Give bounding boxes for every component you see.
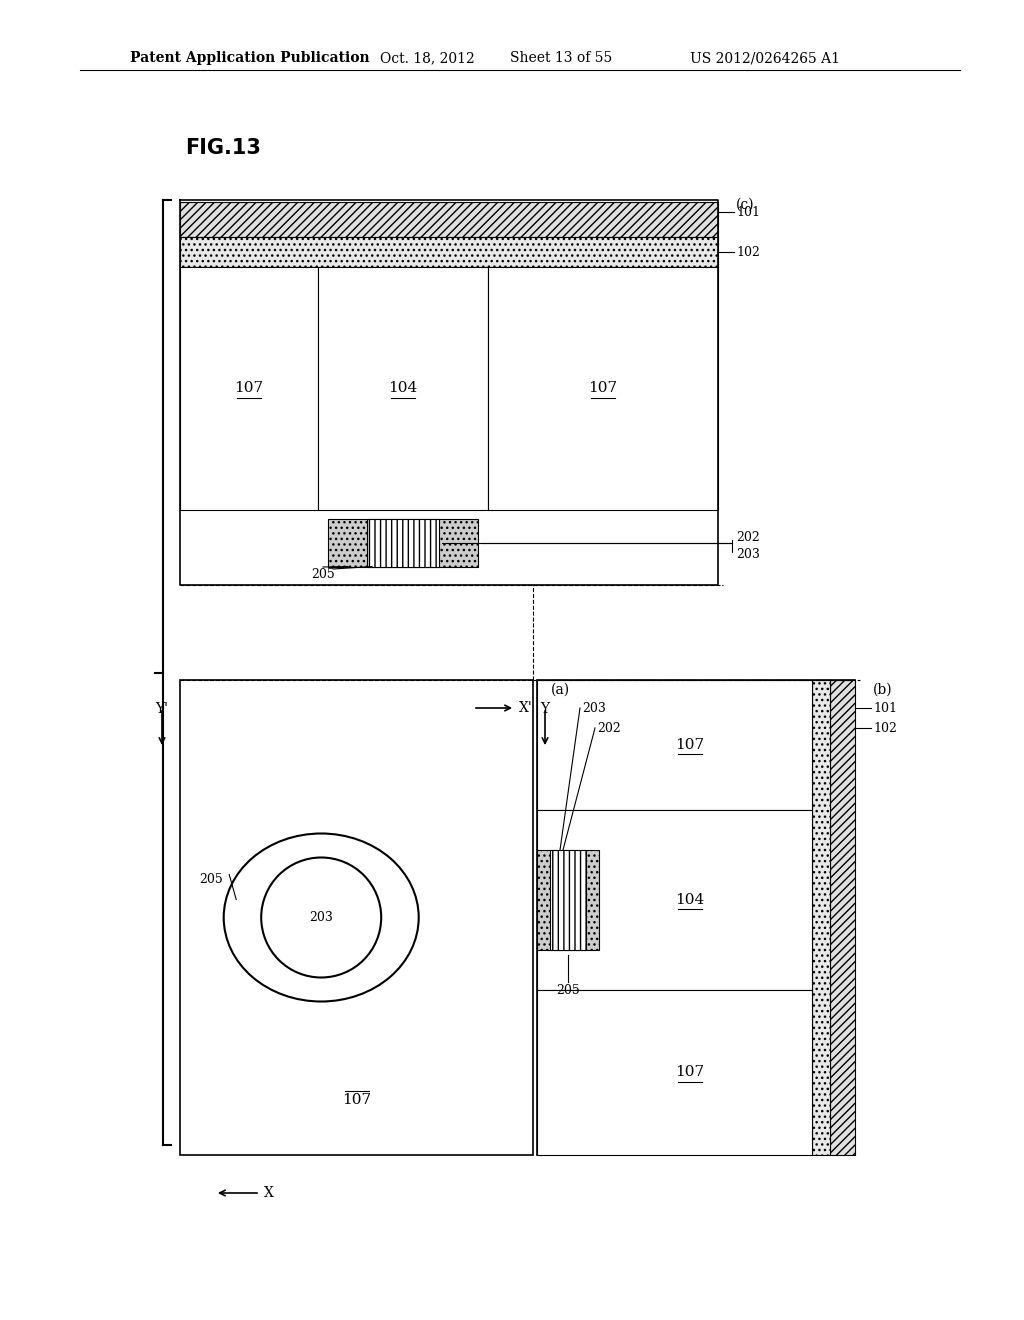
Text: X: X bbox=[264, 1185, 273, 1200]
Ellipse shape bbox=[223, 833, 419, 1002]
Bar bbox=[180, 680, 534, 1155]
Text: X': X' bbox=[519, 701, 532, 715]
Text: (c): (c) bbox=[736, 198, 755, 213]
Text: Oct. 18, 2012: Oct. 18, 2012 bbox=[380, 51, 475, 65]
Text: 102: 102 bbox=[736, 246, 760, 259]
Bar bbox=[180, 267, 318, 510]
Bar bbox=[537, 990, 812, 1155]
Bar bbox=[537, 810, 812, 990]
Bar bbox=[180, 202, 718, 238]
Bar bbox=[180, 238, 718, 267]
Text: 205: 205 bbox=[556, 983, 580, 997]
Bar bbox=[367, 519, 439, 566]
Text: 203: 203 bbox=[582, 701, 606, 714]
Text: 104: 104 bbox=[388, 381, 418, 396]
Bar bbox=[318, 267, 488, 510]
Text: Sheet 13 of 55: Sheet 13 of 55 bbox=[510, 51, 612, 65]
Bar bbox=[812, 680, 830, 1155]
Text: Y: Y bbox=[541, 702, 550, 715]
Text: 101: 101 bbox=[873, 701, 897, 714]
Bar bbox=[550, 850, 586, 950]
Text: (a): (a) bbox=[551, 682, 570, 697]
Text: 101: 101 bbox=[736, 206, 760, 219]
Text: 205: 205 bbox=[311, 569, 335, 582]
Text: FIG.13: FIG.13 bbox=[185, 139, 261, 158]
Bar bbox=[830, 680, 855, 1155]
Text: 107: 107 bbox=[342, 1093, 371, 1107]
Bar bbox=[328, 519, 478, 566]
Text: 102: 102 bbox=[873, 722, 897, 734]
Bar bbox=[488, 267, 718, 510]
Text: Y': Y' bbox=[156, 702, 169, 715]
Bar bbox=[537, 850, 599, 950]
Text: 203: 203 bbox=[736, 548, 760, 561]
Circle shape bbox=[261, 858, 381, 978]
Text: 104: 104 bbox=[675, 894, 705, 907]
Text: 107: 107 bbox=[589, 381, 617, 396]
Text: 107: 107 bbox=[234, 381, 263, 396]
Text: US 2012/0264265 A1: US 2012/0264265 A1 bbox=[690, 51, 840, 65]
Text: (b): (b) bbox=[873, 682, 893, 697]
Bar bbox=[537, 680, 855, 1155]
Text: 202: 202 bbox=[736, 531, 760, 544]
Text: 202: 202 bbox=[597, 722, 621, 734]
Bar bbox=[537, 680, 812, 810]
Text: Patent Application Publication: Patent Application Publication bbox=[130, 51, 370, 65]
Text: 107: 107 bbox=[675, 738, 705, 752]
Text: 107: 107 bbox=[675, 1065, 705, 1080]
Text: 203: 203 bbox=[309, 911, 333, 924]
Text: 205: 205 bbox=[200, 873, 223, 886]
